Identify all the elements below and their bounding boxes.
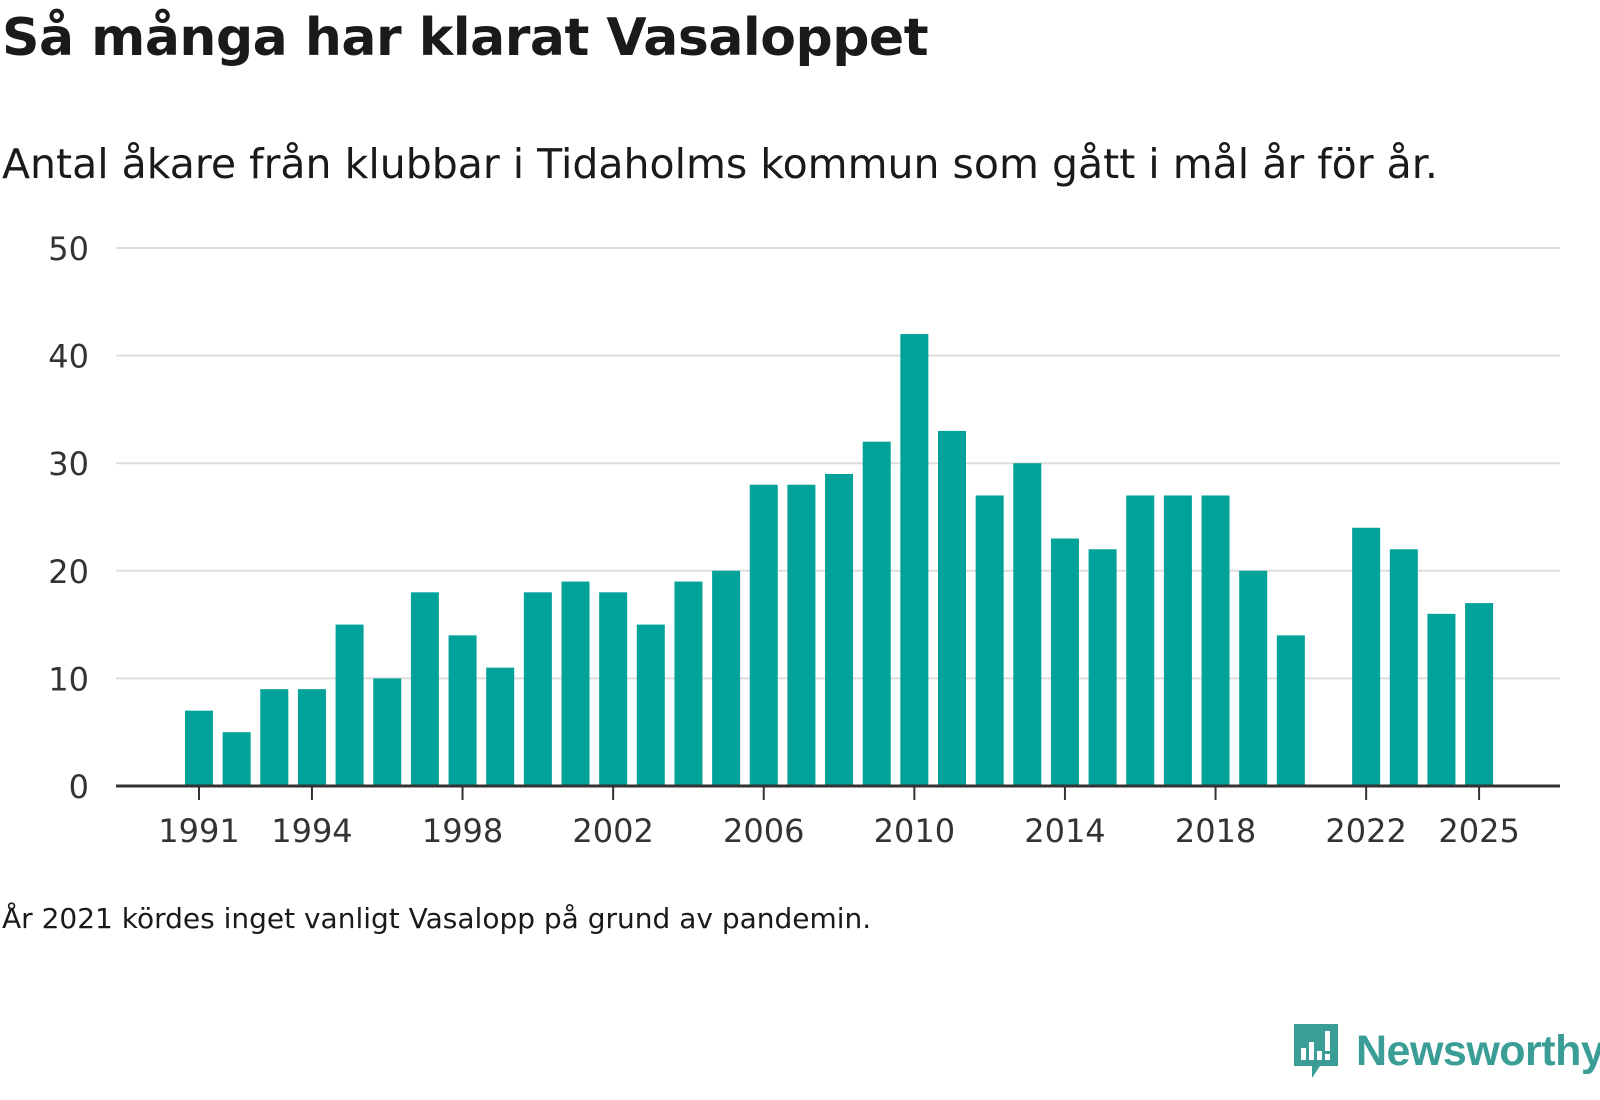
- bar-2003: [636, 624, 665, 786]
- bar-2022: [1352, 527, 1381, 786]
- bar-2005: [712, 570, 741, 786]
- bar-2012: [975, 495, 1004, 786]
- bar-1995: [335, 624, 364, 786]
- bar-2001: [561, 581, 590, 786]
- bar-2009: [862, 441, 891, 786]
- bar-2006: [749, 484, 778, 786]
- x-tick-label: 2014: [1024, 812, 1105, 850]
- x-tick-label: 1991: [158, 812, 239, 850]
- brand-logo: Newsworthy: [1290, 1022, 1600, 1080]
- y-tick-label: 0: [69, 768, 89, 806]
- bar-1991: [185, 710, 213, 786]
- chart-subtitle: Antal åkare från klubbar i Tidaholms kom…: [2, 140, 1438, 188]
- x-axis-ticks: 1991 1994 1998 2002 2006 2010 2014 2018 2022 2025: [158, 786, 1520, 850]
- bar-2002: [599, 592, 628, 786]
- bar-2014: [1050, 538, 1079, 786]
- bar-2000: [523, 592, 552, 786]
- y-tick-label: 10: [48, 660, 89, 698]
- bar-2010: [900, 334, 929, 786]
- bar-1992: [222, 732, 251, 786]
- x-tick-label: 2022: [1325, 812, 1406, 850]
- y-tick-label: 30: [48, 445, 89, 483]
- bar-2018: [1201, 495, 1230, 786]
- bar-2023: [1389, 549, 1418, 786]
- x-tick-label: 2025: [1438, 812, 1519, 850]
- bar-2008: [825, 473, 854, 786]
- bar-1998: [448, 635, 477, 786]
- brand-name: Newsworthy: [1356, 1026, 1600, 1075]
- bar-chart: 0 10 20 30 40 50 1991 1994 1998 2002 2006 2010 2014…: [48, 230, 1560, 850]
- bar-2017: [1163, 495, 1192, 786]
- bar-1999: [486, 667, 515, 786]
- bar-2019: [1239, 570, 1268, 786]
- chart-title: Så många har klarat Vasaloppet: [2, 8, 929, 68]
- bar-2013: [1013, 463, 1042, 786]
- bar-2011: [938, 430, 966, 786]
- bar-1994: [297, 689, 326, 786]
- x-tick-label: 2002: [572, 812, 653, 850]
- bar-2007: [787, 484, 816, 786]
- bar-2015: [1088, 549, 1117, 786]
- bar-2020: [1276, 635, 1305, 786]
- footnote: År 2021 kördes inget vanligt Vasalopp på…: [2, 902, 872, 935]
- y-axis-ticks: 0 10 20 30 40 50: [48, 230, 89, 806]
- bar-2004: [674, 581, 703, 786]
- y-tick-label: 50: [48, 230, 89, 268]
- newsworthy-logo-icon: [1294, 1024, 1338, 1078]
- bar-1996: [373, 678, 402, 786]
- bars: [185, 334, 1494, 786]
- x-tick-label: 2006: [723, 812, 804, 850]
- bar-2016: [1126, 495, 1155, 786]
- bar-2024: [1427, 613, 1456, 786]
- x-tick-label: 1994: [271, 812, 352, 850]
- y-tick-label: 40: [48, 338, 89, 376]
- x-tick-label: 1998: [422, 812, 503, 850]
- bar-2025: [1465, 603, 1494, 786]
- x-tick-label: 2018: [1175, 812, 1256, 850]
- x-tick-label: 2010: [874, 812, 955, 850]
- y-tick-label: 20: [48, 553, 89, 591]
- bar-1997: [410, 592, 439, 786]
- bar-1993: [260, 689, 289, 786]
